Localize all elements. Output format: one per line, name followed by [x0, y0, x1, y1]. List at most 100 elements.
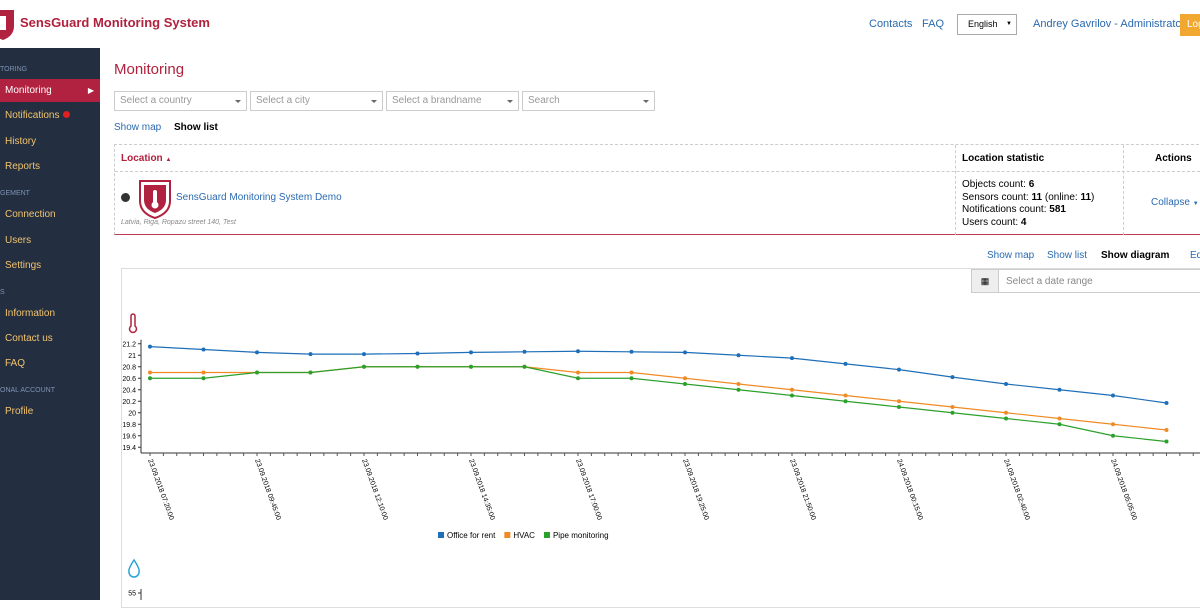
sidebar-item[interactable]: Settings: [0, 254, 100, 277]
data-point: [683, 376, 687, 381]
sidebar: TORING Monitoring ▶ Notifications History Rep…: [0, 48, 100, 600]
nav-link[interactable]: Contacts: [869, 18, 913, 30]
sidebar-item-text: Notifications: [5, 110, 60, 121]
sidebar-item[interactable]: Notifications: [0, 104, 100, 127]
sidebar-item[interactable]: Connection: [0, 203, 100, 226]
data-point: [255, 350, 259, 355]
data-point: [415, 364, 420, 369]
data-point: [897, 367, 901, 372]
data-point: [950, 410, 955, 415]
stat-label: Notifications count:: [962, 204, 1047, 215]
collapse-button[interactable]: Collapse ▼: [1151, 197, 1199, 208]
sidebar-item[interactable]: Contact us: [0, 327, 100, 350]
sidebar-item-text: Contact us: [5, 333, 53, 344]
y-tick-label: 19.6: [122, 433, 136, 440]
x-tick-label: 23.09.2018 09:45:00: [253, 458, 282, 521]
stat-value: 11: [1031, 191, 1043, 203]
location-address: Latvia, Riga, Ropazu street 140, Test: [121, 219, 236, 226]
stat-label: Objects count:: [962, 179, 1026, 190]
panel-link[interactable]: Ed: [1190, 250, 1200, 261]
data-point: [843, 399, 848, 404]
data-point: [1164, 400, 1169, 405]
data-point: [201, 376, 206, 381]
sidebar-item-text: Information: [5, 308, 56, 319]
data-point: [736, 353, 741, 358]
y-tick-label: 20.2: [122, 399, 136, 406]
x-tick-label: 24.09.2018 00:15:00: [895, 458, 924, 521]
sidebar-item-text: Reports: [5, 161, 41, 172]
page-title: Monitoring: [114, 61, 185, 78]
sidebar-section: S: [0, 289, 5, 296]
data-point: [629, 376, 634, 381]
sidebar-item-text: Settings: [5, 260, 42, 271]
sidebar-item[interactable]: Reports: [0, 155, 100, 178]
nav-link[interactable]: FAQ: [922, 18, 945, 30]
location-name[interactable]: SensGuard Monitoring System Demo: [176, 192, 342, 203]
x-tick-label: 23.09.2018 21:50:00: [788, 458, 817, 521]
stat-label: Users count:: [962, 216, 1019, 228]
sidebar-item[interactable]: History: [0, 130, 100, 153]
sidebar-item-text: Profile: [5, 406, 34, 417]
sidebar-item[interactable]: FAQ: [0, 352, 100, 375]
language-select[interactable]: English ▼: [957, 14, 1017, 35]
data-point: [1004, 416, 1008, 421]
data-point: [201, 347, 206, 352]
logout-button[interactable]: Log: [1180, 14, 1200, 36]
data-point: [576, 376, 580, 381]
legend-label: HVAC: [513, 531, 535, 540]
data-point: [1111, 393, 1115, 398]
data-point: [308, 352, 313, 357]
sidebar-section: ONAL ACCOUNT: [0, 387, 55, 394]
x-tick-label: 23.09.2018 12:10:00: [360, 458, 389, 521]
header: SensGuard Monitoring System Contacts FAQ…: [0, 0, 1200, 48]
data-point: [629, 370, 634, 375]
stat-label: (online:: [1044, 191, 1078, 203]
panel-link[interactable]: Show diagram: [1101, 250, 1170, 261]
filter[interactable]: Select a country: [114, 91, 247, 111]
data-point: [897, 399, 901, 404]
y-tick-label: 55: [128, 591, 136, 598]
view-link[interactable]: Show map: [114, 122, 162, 133]
data-point: [1057, 422, 1062, 427]
data-point: [683, 382, 687, 386]
column-header[interactable]: Location ▲: [121, 153, 172, 164]
data-point: [843, 361, 848, 366]
column-header: Actions: [1155, 153, 1192, 164]
data-point: [469, 364, 473, 369]
x-tick-label: 23.09.2018 14:35:00: [467, 458, 496, 521]
sidebar-item[interactable]: Profile: [0, 400, 100, 423]
panel-link[interactable]: Show map: [987, 250, 1035, 261]
y-tick-label: 20.6: [122, 376, 136, 383]
legend-swatch: [543, 532, 550, 538]
panel-link[interactable]: Show list: [1047, 250, 1088, 261]
series-line: [150, 366, 1167, 431]
view-link[interactable]: Show list: [174, 122, 218, 133]
data-point: [1111, 433, 1115, 438]
stat-label: Sensors count:: [962, 191, 1029, 203]
locations-table: Location ▲ Location statistic Actions Se…: [114, 144, 1200, 235]
data-point: [683, 350, 687, 355]
language: English: [968, 19, 998, 29]
date-range[interactable]: ▦ Select a date range: [971, 269, 1200, 293]
sidebar-section: TORING: [0, 66, 28, 73]
legend-swatch: [504, 532, 511, 538]
sidebar-item[interactable]: Monitoring ▶: [0, 79, 100, 102]
legend-label: Office for rent: [447, 531, 496, 540]
sidebar-item[interactable]: Users: [0, 229, 100, 252]
user[interactable]: Andrey Gavrilov - Administrator: [1033, 18, 1186, 30]
data-point: [790, 393, 794, 398]
data-point: [1004, 410, 1008, 415]
filter[interactable]: Select a brandname: [386, 91, 519, 111]
sidebar-item-text: Monitoring: [5, 85, 52, 96]
data-point: [522, 364, 527, 369]
data-point: [308, 370, 313, 375]
stat-value: 11: [1080, 191, 1092, 203]
sidebar-item[interactable]: Information: [0, 302, 100, 325]
sidebar-item-text: History: [5, 136, 37, 147]
data-point: [843, 393, 848, 398]
filter[interactable]: Select a city: [250, 91, 383, 111]
data-point: [736, 387, 741, 392]
data-point: [362, 364, 366, 369]
y-tick-label: 19.4: [122, 445, 136, 452]
filter[interactable]: Search: [522, 91, 655, 111]
